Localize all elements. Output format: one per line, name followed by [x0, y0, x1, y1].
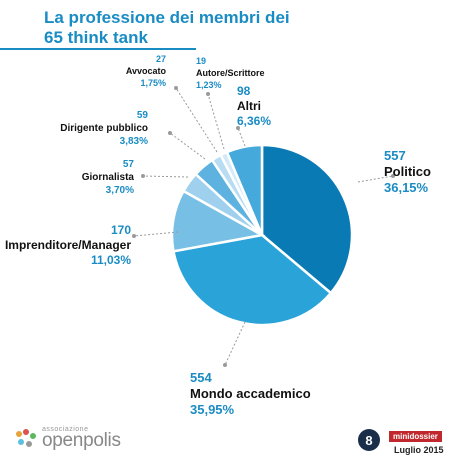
leader-line-politico: [357, 175, 394, 183]
data-label-percent-politico: 36,15%: [384, 180, 429, 195]
pie-slice-mondo-accademico: [172, 233, 333, 327]
data-label-value-altri: 98: [237, 84, 251, 98]
data-label-value-autore-scrittore: 19: [196, 56, 206, 66]
data-label-name-giornalista: Giornalista: [82, 172, 135, 183]
logo-wordmark: openpolis: [42, 430, 121, 451]
openpolis-logo-icon: [16, 429, 36, 447]
pie-slice-altri: [225, 143, 264, 236]
data-label-value-imprenditore-manager: 170: [111, 223, 131, 237]
data-label-name-altri: Altri: [237, 99, 261, 113]
data-label-value-mondo-accademico: 554: [190, 370, 212, 385]
data-label-percent-imprenditore-manager: 11,03%: [91, 253, 131, 267]
minidossier-badge: minidossier: [389, 431, 442, 442]
leader-line-altri: [237, 127, 246, 147]
logo-subtitle: associazione: [42, 426, 89, 433]
data-label-percent-autore-scrittore: 1,23%: [196, 80, 222, 90]
leader-dot-imprenditore-manager: [132, 234, 136, 238]
leader-dot-mondo-accademico: [223, 363, 227, 367]
leader-dot-dirigente-pubblico: [168, 131, 172, 135]
data-label-value-dirigente-pubblico: 59: [137, 110, 149, 121]
data-label-name-imprenditore-manager: Imprenditore/Manager: [5, 238, 131, 252]
data-label-percent-altri: 6,36%: [237, 114, 271, 128]
leader-dot-autore-scrittore: [206, 92, 210, 96]
leader-line-dirigente-pubblico: [169, 132, 206, 160]
leader-line-mondo-accademico: [224, 321, 246, 366]
leader-line-avvocato: [175, 87, 218, 153]
data-label-name-mondo-accademico: Mondo accademico: [190, 386, 311, 401]
leader-dot-politico: [391, 174, 395, 178]
leader-dot-altri: [236, 126, 240, 130]
pie-slice-politico: [260, 143, 354, 295]
leader-line-imprenditore-manager: [133, 231, 179, 237]
data-label-value-politico: 557: [384, 148, 406, 163]
data-label-name-politico: Politico: [384, 164, 431, 179]
data-label-percent-giornalista: 3,70%: [106, 185, 134, 196]
data-label-value-avvocato: 27: [156, 54, 166, 64]
data-label-percent-dirigente-pubblico: 3,83%: [120, 136, 148, 147]
chart-title-line-1: La professione dei membri dei: [44, 8, 290, 27]
page-number-badge: 8: [358, 429, 380, 451]
leader-line-giornalista: [142, 175, 189, 178]
chart-title-line-2: 65 think tank: [44, 28, 148, 47]
data-label-percent-mondo-accademico: 35,95%: [190, 402, 235, 417]
data-label-name-avvocato: Avvocato: [126, 66, 167, 76]
leader-line-autore-scrittore: [207, 93, 225, 150]
publication-date: Luglio 2015: [394, 445, 444, 455]
title-underline: [0, 48, 196, 50]
leader-dot-avvocato: [174, 86, 178, 90]
data-label-percent-avvocato: 1,75%: [140, 78, 166, 88]
data-label-name-dirigente-pubblico: Dirigente pubblico: [60, 123, 148, 134]
openpolis-logo: associazione openpolis: [14, 426, 121, 451]
data-label-value-giornalista: 57: [123, 159, 135, 170]
data-label-name-autore-scrittore: Autore/Scrittore: [196, 68, 265, 78]
chart-title: La professione dei membri dei 65 think t…: [44, 8, 290, 48]
leader-dot-giornalista: [141, 174, 145, 178]
